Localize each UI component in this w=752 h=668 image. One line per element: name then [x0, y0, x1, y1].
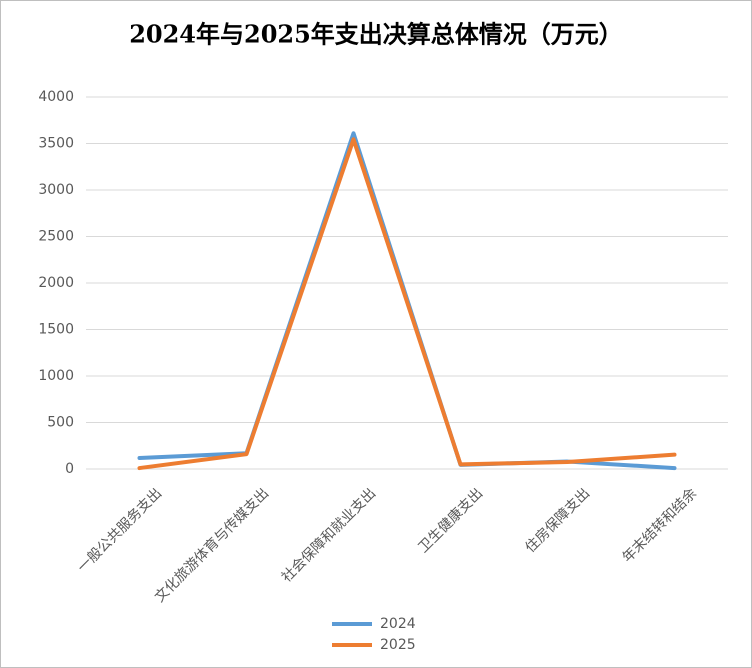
y-tick-label: 2500 [38, 229, 74, 245]
legend-label: 2025 [380, 637, 416, 653]
chart-title: 2024年与2025年支出决算总体情况（万元） [129, 20, 623, 49]
y-tick-label: 0 [65, 461, 74, 477]
y-tick-label: 2000 [38, 275, 74, 291]
y-tick-label: 3000 [38, 182, 74, 198]
y-tick-label: 1000 [38, 368, 74, 384]
y-tick-label: 1500 [38, 322, 74, 338]
legend-label: 2024 [380, 616, 416, 632]
y-tick-label: 500 [47, 415, 74, 431]
series-line [137, 137, 677, 471]
y-tick-label: 3500 [38, 136, 74, 152]
y-tick-label: 4000 [38, 89, 74, 105]
